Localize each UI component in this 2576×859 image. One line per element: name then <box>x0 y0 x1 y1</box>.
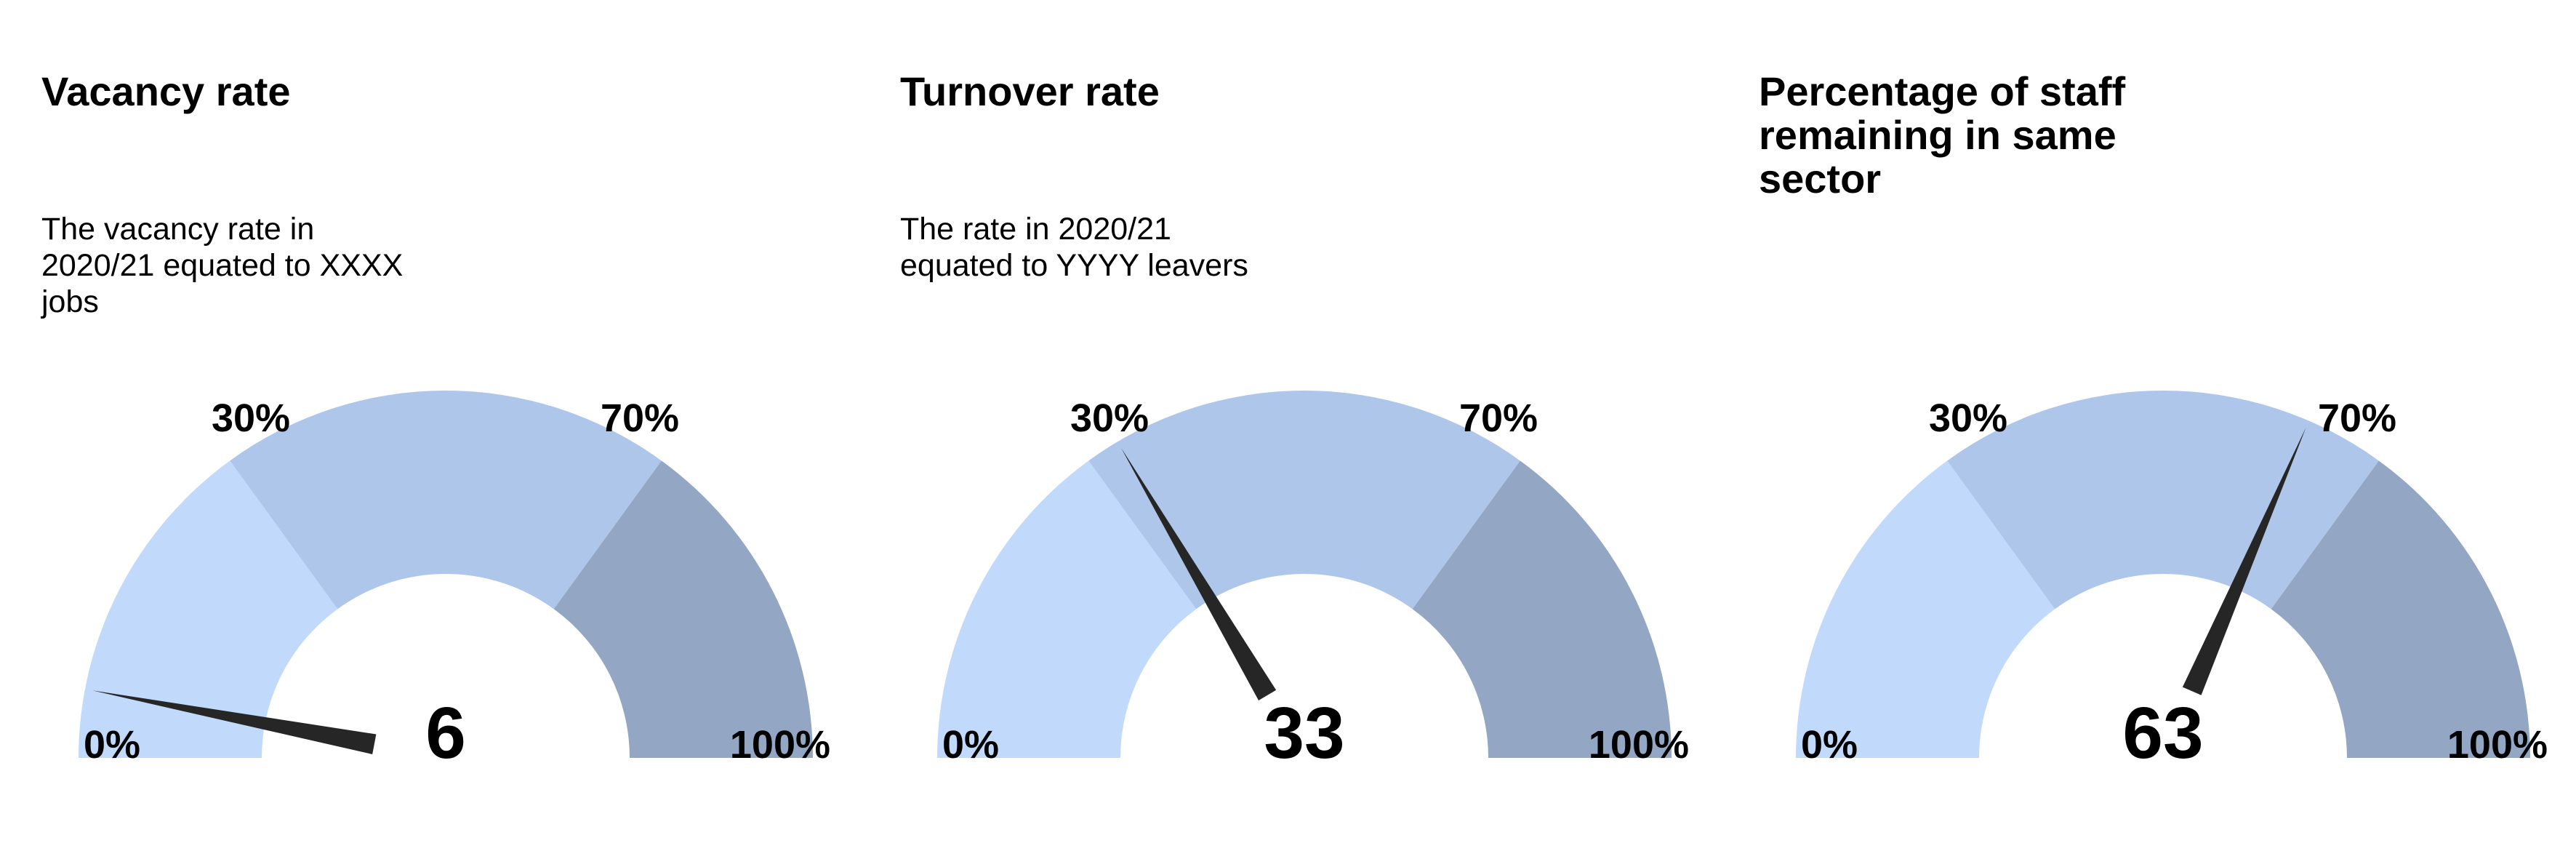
gauge-band-2 <box>1947 391 2379 610</box>
gauge-title: Percentage of staff remaining in same se… <box>1759 68 2126 201</box>
gauge-value-label: 6 <box>425 692 466 774</box>
gauge-band-1 <box>1796 460 2055 758</box>
gauge-title: Turnover rate <box>900 68 1160 114</box>
gauge-tick-label-low: 30% <box>1929 396 2007 440</box>
gauge-tick-label-min: 0% <box>84 723 140 767</box>
gauge-band-3 <box>1412 460 1672 758</box>
gauge-title: Vacancy rate <box>41 68 291 114</box>
gauge-tick-label-high: 70% <box>601 396 679 440</box>
gauge-tick-label-high: 70% <box>2318 396 2396 440</box>
gauge-panel-vacancy: Vacancy rate The vacancy rate in 2020/21… <box>0 0 859 859</box>
gauge-tick-label-max: 100% <box>1589 723 1689 767</box>
gauge-band-2 <box>1088 391 1520 610</box>
gauge-value-label: 63 <box>2122 692 2203 774</box>
gauge-band-3 <box>2271 460 2530 758</box>
gauge-tick-label-min: 0% <box>1801 723 1858 767</box>
gauge-needle <box>1121 447 1277 701</box>
gauge-needle <box>92 690 377 755</box>
gauge-tick-label-max: 100% <box>2447 723 2548 767</box>
gauge-panel-staff-remaining: Percentage of staff remaining in same se… <box>1717 0 2576 859</box>
gauge-tick-label-min: 0% <box>942 723 999 767</box>
gauge-band-3 <box>553 460 813 758</box>
gauge-value-label: 33 <box>1264 692 1344 774</box>
gauge-band-1 <box>937 460 1197 758</box>
gauge-tick-label-max: 100% <box>730 723 830 767</box>
gauge-band-1 <box>79 460 338 758</box>
gauge-band-2 <box>230 391 662 610</box>
gauge-tick-label-high: 70% <box>1459 396 1538 440</box>
gauge-panel-turnover: Turnover rate The rate in 2020/21 equate… <box>859 0 1717 859</box>
gauge-chart: 0% 30% 70% 100% 63 <box>1796 391 2548 774</box>
gauge-description: The rate in 2020/21 equated to YYYY leav… <box>900 212 1248 283</box>
gauge-chart: 0% 30% 70% 100% 33 <box>937 391 1689 774</box>
gauge-needle <box>2182 427 2306 695</box>
gauge-chart: 0% 30% 70% 100% 6 <box>79 391 830 774</box>
gauge-tick-label-low: 30% <box>1070 396 1149 440</box>
gauge-tick-label-low: 30% <box>212 396 290 440</box>
gauge-description: The vacancy rate in 2020/21 equated to X… <box>41 212 404 319</box>
